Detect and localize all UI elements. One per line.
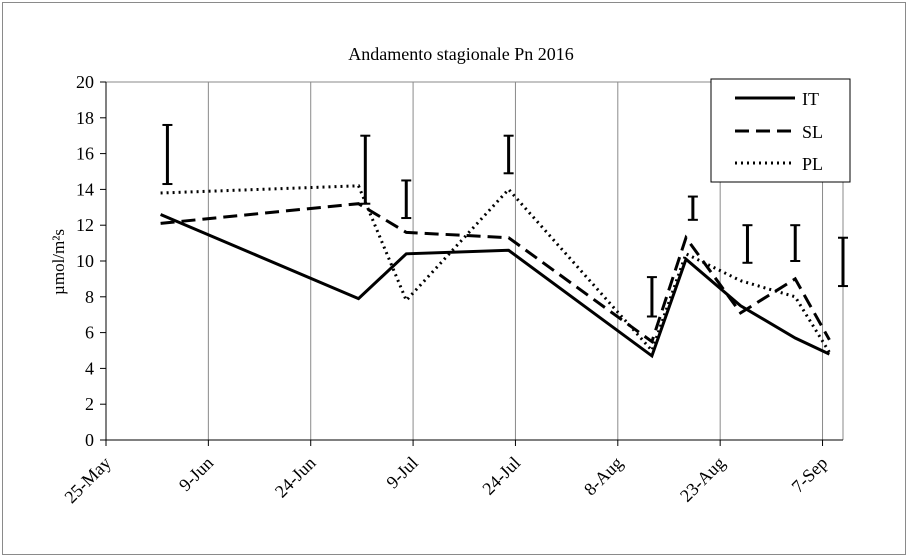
error-bar (742, 224, 753, 264)
error-bar (401, 179, 412, 220)
y-axis-label: µmol/m²s (49, 229, 68, 295)
series-line-pl (160, 184, 831, 354)
error-bar (646, 276, 657, 318)
legend-label-pl: PL (802, 154, 823, 174)
legend-entry-sl: SL (735, 122, 823, 142)
y-tick-label: 0 (85, 430, 94, 450)
y-tick-label: 14 (76, 179, 94, 199)
legend-entry-it: IT (735, 89, 819, 109)
y-tick-label: 10 (76, 251, 94, 271)
x-tick-label: 25-May (60, 453, 114, 507)
error-bar (687, 195, 698, 221)
error-bars (162, 123, 848, 318)
x-tick-label: 9-Jul (382, 453, 422, 493)
chart-title: Andamento stagionale Pn 2016 (348, 44, 573, 64)
legend: IT SL PL (710, 78, 851, 183)
error-bar (360, 134, 371, 205)
x-tick-label: 9-Jun (175, 453, 217, 495)
error-bar (838, 236, 848, 288)
y-tick-label: 8 (85, 287, 94, 307)
x-tick-label: 24-Jul (478, 453, 524, 499)
legend-label-sl: SL (802, 122, 823, 142)
y-tick-label: 2 (85, 394, 94, 414)
x-tick-label: 24-Jun (271, 453, 320, 502)
series-line-sl (160, 202, 831, 345)
x-tick-label: 7-Sep (788, 453, 832, 497)
legend-label-it: IT (802, 89, 819, 109)
y-tick-label: 20 (76, 72, 94, 92)
legend-entry-pl: PL (735, 154, 823, 174)
y-tick-label: 6 (85, 323, 94, 343)
y-tick-label: 12 (76, 215, 94, 235)
x-tick-label: 8-Aug (580, 453, 627, 500)
y-tick-label: 18 (76, 108, 94, 128)
y-tick-label: 4 (85, 358, 94, 378)
y-tick-label: 16 (76, 144, 94, 164)
series-line-it (160, 213, 831, 359)
error-bar (162, 123, 173, 186)
series-lines (160, 184, 831, 359)
error-bar (790, 224, 801, 262)
error-bar (503, 134, 514, 175)
x-tick-label: 23-Aug (676, 453, 729, 506)
